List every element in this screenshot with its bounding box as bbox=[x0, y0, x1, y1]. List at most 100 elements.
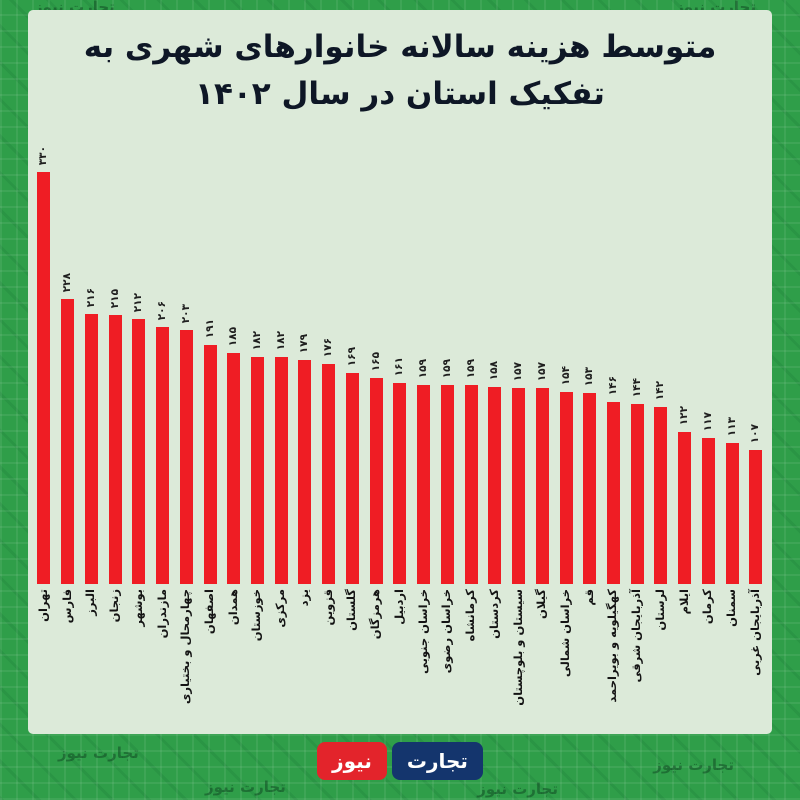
bar bbox=[630, 404, 644, 584]
bar bbox=[701, 437, 715, 584]
province-label: کهگیلویه و بویراحمد bbox=[605, 589, 620, 703]
province-label: تهران bbox=[35, 589, 50, 622]
bar-column: ۳۳۰ bbox=[32, 128, 56, 584]
bar-column: ۱۹۱ bbox=[198, 128, 222, 584]
bar bbox=[488, 386, 502, 584]
province-label: خراسان شمالی bbox=[558, 589, 573, 678]
province-label: فارس bbox=[59, 589, 74, 624]
bar-value-label: ۱۴۲ bbox=[654, 380, 667, 400]
province-label-cell: قم bbox=[578, 584, 602, 732]
province-label-cell: زنجان bbox=[103, 584, 127, 732]
province-label: گلستان bbox=[344, 589, 359, 631]
bar-value-container: ۱۶۵ bbox=[364, 352, 388, 378]
bar bbox=[512, 387, 526, 584]
bar-value-container: ۱۵۷ bbox=[530, 362, 554, 388]
province-label-cell: چهارمحال و بختیاری bbox=[174, 584, 198, 732]
bar bbox=[108, 315, 122, 584]
province-label-cell: لرستان bbox=[649, 584, 673, 732]
bar bbox=[61, 299, 75, 584]
bar bbox=[749, 450, 763, 584]
bar-value-container: ۱۲۲ bbox=[673, 406, 697, 432]
province-label-cell: گیلان bbox=[530, 584, 554, 732]
bar-column: ۱۶۵ bbox=[364, 128, 388, 584]
province-label: آذربایجان شرقی bbox=[629, 589, 644, 683]
bar-value-container: ۲۰۶ bbox=[151, 301, 175, 327]
bar-value-label: ۱۱۳ bbox=[725, 416, 738, 436]
bar-column: ۱۵۹ bbox=[459, 128, 483, 584]
logo-word-tejarat: تجارت bbox=[391, 742, 483, 780]
province-label-cell: قزوین bbox=[317, 584, 341, 732]
watermark: تجارت نیوز bbox=[653, 756, 734, 774]
bar-value-container: ۱۸۲ bbox=[269, 331, 293, 357]
province-label: اردبیل bbox=[391, 589, 406, 625]
bar-value-label: ۱۵۹ bbox=[417, 359, 430, 379]
province-label: مرکزی bbox=[273, 589, 288, 628]
province-label-cell: آذربایجان غربی bbox=[744, 584, 768, 732]
bar-value-container: ۱۶۱ bbox=[388, 357, 412, 383]
bar-value-container: ۲۰۳ bbox=[174, 304, 198, 330]
province-label: زنجان bbox=[107, 589, 122, 623]
bar-value-container: ۲۱۲ bbox=[127, 293, 151, 319]
province-label-cell: فارس bbox=[56, 584, 80, 732]
bar-value-label: ۱۸۵ bbox=[227, 326, 240, 346]
province-label-cell: تهران bbox=[32, 584, 56, 732]
bar bbox=[678, 431, 692, 584]
chart-panel: متوسط هزینه سالانه خانوارهای شهری به تفک… bbox=[28, 10, 772, 734]
province-label: مازندران bbox=[154, 589, 169, 639]
province-label-cell: یزد bbox=[293, 584, 317, 732]
province-label-cell: بوشهر bbox=[127, 584, 151, 732]
chart-title-line1: متوسط هزینه سالانه خانوارهای شهری به bbox=[83, 29, 717, 65]
bar-column: ۱۵۷ bbox=[530, 128, 554, 584]
province-label: بوشهر bbox=[130, 589, 145, 627]
bar-value-label: ۱۵۷ bbox=[512, 361, 525, 381]
bar-column: ۱۵۳ bbox=[578, 128, 602, 584]
province-label-cell: خراسان شمالی bbox=[554, 584, 578, 732]
province-label: هرمزگان bbox=[368, 589, 383, 640]
bar-column: ۱۸۲ bbox=[269, 128, 293, 584]
watermark: تجارت نیوز bbox=[477, 780, 558, 798]
province-label: یزد bbox=[296, 589, 311, 607]
bar bbox=[156, 326, 170, 584]
province-label-cell: کرمانشاه bbox=[459, 584, 483, 732]
province-label: لرستان bbox=[652, 589, 667, 631]
bar-value-container: ۲۲۸ bbox=[56, 273, 80, 299]
bar-column: ۲۱۶ bbox=[79, 128, 103, 584]
province-label-cell: خوزستان bbox=[246, 584, 270, 732]
watermark: تجارت نیوز bbox=[205, 778, 286, 796]
bar-value-label: ۱۴۶ bbox=[606, 375, 619, 395]
bar-column: ۱۷۶ bbox=[317, 128, 341, 584]
bar-value-container: ۲۱۵ bbox=[103, 289, 127, 315]
bar-value-container: ۱۴۴ bbox=[625, 378, 649, 404]
bars-row: ۳۳۰ ۲۲۸ ۲۱۶ ۲۱۵ ۲۱۲ ۲۰۶ ۲۰۳ ۱۹۱ ۱۸۵ ۱۸۲ ۱۸۲ ۱۷۹ ۱۷۶ ۱… bbox=[32, 128, 768, 584]
bar-value-container: ۱۹۱ bbox=[198, 319, 222, 345]
bar-value-label: ۲۲۸ bbox=[61, 273, 74, 293]
bar-value-container: ۱۷۶ bbox=[317, 338, 341, 364]
bar-column: ۲۱۲ bbox=[127, 128, 151, 584]
bar-column: ۱۴۶ bbox=[602, 128, 626, 584]
bar-column: ۱۴۲ bbox=[649, 128, 673, 584]
province-label: خوزستان bbox=[249, 589, 264, 642]
province-label: خراسان رضوی bbox=[439, 589, 454, 674]
bar-value-container: ۱۱۷ bbox=[697, 412, 721, 438]
bar-value-label: ۲۱۲ bbox=[132, 293, 145, 313]
bar bbox=[725, 442, 739, 584]
bar-value-container: ۱۴۶ bbox=[602, 376, 626, 402]
bar bbox=[369, 377, 383, 584]
bar-column: ۱۰۷ bbox=[744, 128, 768, 584]
province-label: چهارمحال و بختیاری bbox=[178, 589, 193, 705]
bar-column: ۱۶۹ bbox=[341, 128, 365, 584]
bar bbox=[250, 356, 264, 584]
bar-value-label: ۱۵۳ bbox=[583, 366, 596, 386]
province-label-cell: کردستان bbox=[483, 584, 507, 732]
province-label: گیلان bbox=[534, 589, 549, 619]
province-label-cell: ایلام bbox=[673, 584, 697, 732]
province-label: کرمانشاه bbox=[463, 589, 478, 642]
bar bbox=[654, 406, 668, 584]
bar-value-label: ۱۵۸ bbox=[488, 360, 501, 380]
province-label-cell: کرمان bbox=[697, 584, 721, 732]
bar bbox=[227, 352, 241, 584]
watermark: تجارت نیوز bbox=[58, 744, 139, 762]
bar-value-label: ۱۶۹ bbox=[345, 346, 358, 366]
bar-column: ۲۰۶ bbox=[151, 128, 175, 584]
bar-value-label: ۱۵۴ bbox=[559, 365, 572, 385]
